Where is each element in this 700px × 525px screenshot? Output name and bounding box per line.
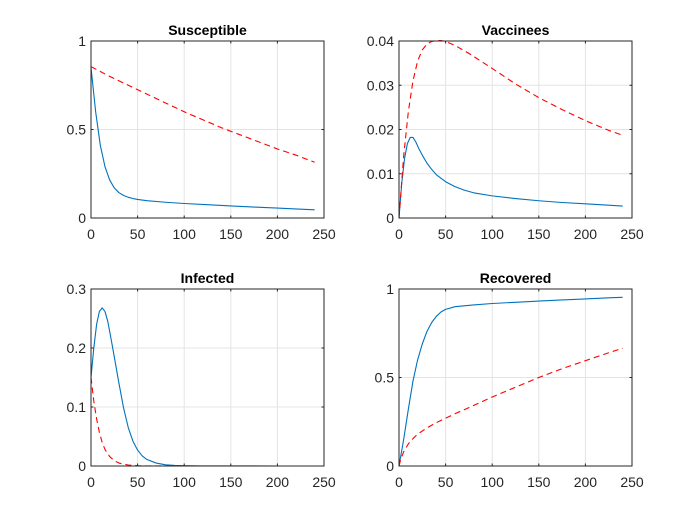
y-tick-label-susceptible-2: 1 xyxy=(78,33,86,49)
x-tick-label-susceptible-4: 200 xyxy=(266,226,290,242)
y-tick-label-recovered-1: 0.5 xyxy=(375,370,395,386)
plot-area-infected xyxy=(91,289,324,466)
x-tick-label-susceptible-0: 0 xyxy=(87,226,95,242)
y-tick-label-vaccinees-3: 0.03 xyxy=(367,77,394,93)
x-tick-label-recovered-2: 100 xyxy=(481,474,505,490)
y-tick-label-vaccinees-0: 0 xyxy=(386,210,394,226)
x-tick-label-infected-5: 250 xyxy=(312,474,336,490)
subplot-susceptible: 0 50 100 150 200 250 0 0.5 1 Susceptible xyxy=(67,22,336,242)
x-tick-label-susceptible-5: 250 xyxy=(312,226,336,242)
x-tick-label-vaccinees-1: 50 xyxy=(438,226,454,242)
y-tick-label-recovered-2: 1 xyxy=(386,281,394,297)
series-solid-line-vaccinees xyxy=(399,136,623,219)
y-tick-label-vaccinees-1: 0.01 xyxy=(367,166,394,182)
x-tick-label-recovered-0: 0 xyxy=(395,474,403,490)
y-tick-label-infected-1: 0.1 xyxy=(67,399,87,415)
x-tick-label-infected-4: 200 xyxy=(266,474,290,490)
x-tick-label-recovered-1: 50 xyxy=(438,474,454,490)
y-tick-label-recovered-0: 0 xyxy=(386,458,394,474)
x-tick-label-infected-1: 50 xyxy=(130,474,146,490)
x-tick-label-vaccinees-3: 150 xyxy=(527,226,551,242)
x-tick-label-infected-0: 0 xyxy=(87,474,95,490)
x-tick-label-susceptible-3: 150 xyxy=(219,226,243,242)
x-tick-label-infected-2: 100 xyxy=(173,474,197,490)
x-tick-label-vaccinees-5: 250 xyxy=(620,226,644,242)
x-tick-label-susceptible-1: 50 xyxy=(130,226,146,242)
x-tick-label-vaccinees-2: 100 xyxy=(481,226,505,242)
series-dashed-line-infected xyxy=(91,377,315,467)
series-dashed-line-susceptible xyxy=(91,66,315,163)
y-tick-label-vaccinees-4: 0.04 xyxy=(367,33,394,49)
y-tick-label-susceptible-1: 0.5 xyxy=(67,122,87,138)
subplot-vaccinees: 0 50 100 150 200 250 0 0.01 0.02 0.03 0.04 Vaccinee… xyxy=(367,22,644,242)
x-tick-label-infected-3: 150 xyxy=(219,474,243,490)
y-tick-label-susceptible-0: 0 xyxy=(78,210,86,226)
chart-title-infected: Infected xyxy=(181,270,235,286)
chart-title-recovered: Recovered xyxy=(480,270,552,286)
x-tick-label-vaccinees-4: 200 xyxy=(574,226,598,242)
series-dashed-line-recovered xyxy=(399,347,623,467)
chart-title-susceptible: Susceptible xyxy=(168,22,247,38)
subplot-recovered: 0 50 100 150 200 250 0 0.5 1 Recovered xyxy=(375,270,644,490)
x-tick-label-susceptible-2: 100 xyxy=(173,226,197,242)
series-solid-line-recovered xyxy=(399,296,623,467)
y-tick-label-infected-0: 0 xyxy=(78,458,86,474)
subplot-infected: 0 50 100 150 200 250 0 0.1 0.2 0.3 Infected xyxy=(67,270,336,490)
x-tick-label-recovered-4: 200 xyxy=(574,474,598,490)
y-tick-label-infected-3: 0.3 xyxy=(67,281,87,297)
axes-frame-infected xyxy=(90,288,325,467)
x-tick-label-recovered-5: 250 xyxy=(620,474,644,490)
x-tick-label-recovered-3: 150 xyxy=(527,474,551,490)
chart-title-vaccinees: Vaccinees xyxy=(482,22,550,38)
series-solid-line-susceptible xyxy=(91,67,315,211)
y-tick-label-infected-2: 0.2 xyxy=(67,340,87,356)
x-tick-label-vaccinees-0: 0 xyxy=(395,226,403,242)
y-tick-label-vaccinees-2: 0.02 xyxy=(367,122,394,138)
